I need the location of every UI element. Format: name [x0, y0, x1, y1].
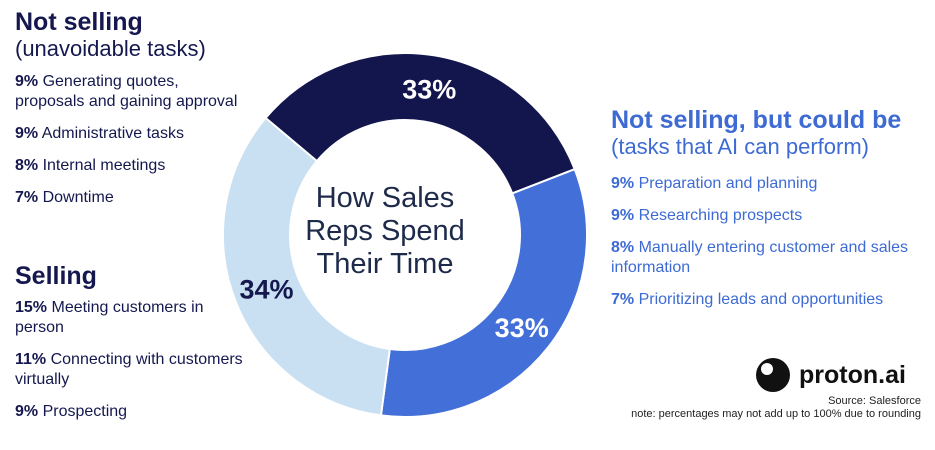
- list-item: 9% Generating quotes, proposals and gain…: [15, 72, 245, 112]
- item-pct: 9%: [15, 125, 39, 142]
- item-text: Prioritizing leads and opportunities: [638, 291, 884, 308]
- list-item: 15% Meeting customers in person: [15, 298, 245, 338]
- item-text: Prospecting: [42, 403, 128, 420]
- list-item: 9% Prospecting: [15, 402, 245, 422]
- item-pct: 8%: [611, 239, 635, 256]
- item-pct: 9%: [15, 73, 39, 90]
- item-text: Generating quotes, proposals and gaining…: [15, 73, 238, 110]
- item-text: Researching prospects: [638, 207, 803, 224]
- item-pct: 11%: [15, 351, 47, 368]
- center-label-line: Their Time: [316, 248, 454, 280]
- list-item: 8% Internal meetings: [15, 156, 245, 176]
- item-text: Connecting with customers virtually: [15, 351, 243, 388]
- item-text: Manually entering customer and sales inf…: [611, 239, 909, 276]
- item-pct: 8%: [15, 157, 39, 174]
- list-item: 7% Prioritizing leads and opportunities: [611, 290, 931, 310]
- item-text: Preparation and planning: [638, 175, 818, 192]
- footer-notes: Source: Salesforce note: percentages may…: [631, 395, 921, 421]
- could-be-selling-group: Not selling, but could be (tasks that AI…: [611, 106, 931, 322]
- slice-data-label: 33%: [402, 74, 456, 104]
- item-pct: 9%: [611, 207, 635, 224]
- list-item: 9% Researching prospects: [611, 206, 931, 226]
- item-pct: 15%: [15, 299, 48, 316]
- not-selling-title: Not selling: [15, 8, 143, 36]
- item-text: Internal meetings: [42, 157, 166, 174]
- item-text: Administrative tasks: [41, 125, 184, 142]
- list-item: 9% Preparation and planning: [611, 174, 931, 194]
- chart-center-label: How Sales Reps Spend Their Time: [300, 182, 470, 281]
- could-be-subtitle: (tasks that AI can perform): [611, 134, 869, 159]
- could-be-title: Not selling, but could be: [611, 106, 902, 134]
- not-selling-subtitle: (unavoidable tasks): [15, 36, 206, 61]
- center-label-line: Reps Spend: [305, 215, 465, 247]
- donut-slice: [222, 116, 391, 417]
- brand-logo: proton.ai: [755, 357, 906, 393]
- item-pct: 9%: [611, 175, 635, 192]
- list-item: 9% Administrative tasks: [15, 124, 245, 144]
- rounding-note: note: percentages may not add up to 100%…: [631, 408, 921, 420]
- selling-group: Selling 15% Meeting customers in person …: [15, 262, 245, 434]
- item-pct: 9%: [15, 403, 39, 420]
- list-item: 7% Downtime: [15, 188, 245, 208]
- slice-data-label: 34%: [240, 275, 294, 305]
- item-pct: 7%: [15, 189, 39, 206]
- proton-logo-icon: [756, 358, 790, 392]
- brand-name: proton.ai: [799, 360, 906, 389]
- donut-slice: [264, 52, 576, 195]
- source-text: Source: Salesforce: [828, 395, 921, 407]
- list-item: 11% Connecting with customers virtually: [15, 350, 245, 390]
- item-pct: 7%: [611, 291, 635, 308]
- selling-title: Selling: [15, 262, 97, 290]
- slice-data-label: 33%: [495, 313, 549, 343]
- donut-slice: [379, 167, 588, 418]
- not-selling-group: Not selling (unavoidable tasks) 9% Gener…: [15, 8, 245, 220]
- list-item: 8% Manually entering customer and sales …: [611, 238, 931, 278]
- center-label-line: How Sales: [315, 182, 455, 214]
- item-text: Meeting customers in person: [15, 299, 204, 336]
- item-text: Downtime: [42, 189, 114, 206]
